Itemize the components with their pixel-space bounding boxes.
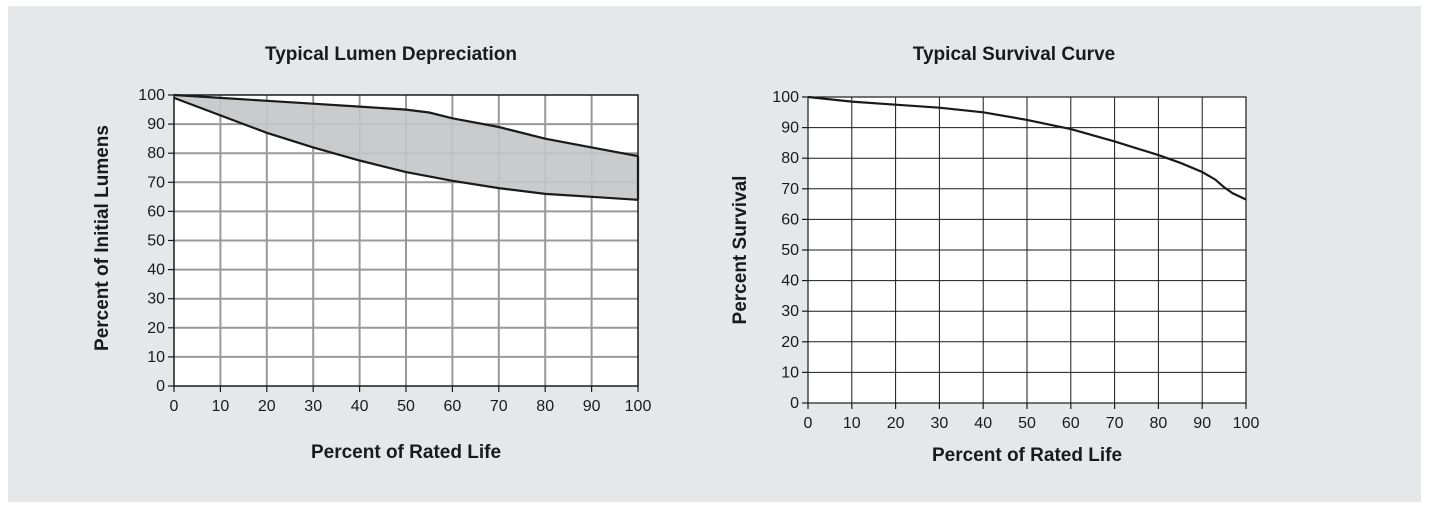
- survival-y-tick-label: 60: [781, 211, 799, 228]
- lumen-x-tick-label: 20: [258, 398, 276, 415]
- survival-y-tick-label: 30: [781, 303, 799, 320]
- lumen-y-tick-label: 30: [147, 291, 165, 308]
- lumen-y-tick-label: 80: [147, 145, 165, 162]
- lumen-x-axis-label: Percent of Rated Life: [311, 442, 501, 463]
- lumen-y-tick-label: 90: [147, 116, 165, 133]
- lumen-lower-curve: [173, 96, 639, 201]
- lumen-y-axis-label: Percent of Initial Lumens: [92, 125, 113, 351]
- survival-y-tick-label: 50: [781, 242, 799, 259]
- survival-x-tick-label: 40: [974, 415, 992, 432]
- survival-y-axis-label: Percent Survival: [730, 176, 751, 325]
- survival-chart-title: Typical Survival Curve: [913, 44, 1115, 65]
- survival-y-tick-label: 10: [781, 364, 799, 381]
- survival-x-axis-label: Percent of Rated Life: [932, 445, 1122, 466]
- lumen-y-tick-label: 10: [147, 349, 165, 366]
- charts-svg: Typical Lumen Depreciation 0 10 20 30 40 50 60…: [92, 44, 1259, 466]
- survival-x-tick-label: 50: [1018, 415, 1036, 432]
- survival-x-tick-label: 60: [1062, 415, 1080, 432]
- lumen-x-tick-label: 0: [170, 398, 179, 415]
- lumen-y-tick-label: 0: [156, 378, 165, 395]
- lumen-upper-curve: [173, 93, 639, 158]
- lumen-x-tick-label: 10: [212, 398, 230, 415]
- lumen-x-tick-label: 70: [490, 398, 508, 415]
- survival-x-tick-label: 0: [804, 415, 813, 432]
- lumen-y-tick-label: 60: [147, 203, 165, 220]
- lumen-axis-ticks: 0 10 20 30 40 50 60 70 80 90 100 0 10 20 30 40 50 60 70 80 9…: [138, 87, 651, 415]
- survival-x-tick-label: 20: [887, 415, 905, 432]
- survival-curve-line: [807, 95, 1247, 201]
- survival-curve-chart: Typical Survival Curve 0 10 20 30 40 50 60 70 80…: [730, 44, 1259, 466]
- survival-axis-ticks: 0 10 20 30 40 50 60 70 80 90 100 0 10 20 30 40 50 60 70 80 9…: [772, 89, 1259, 432]
- charts-panel: Typical Lumen Depreciation 0 10 20 30 40 50 60…: [8, 6, 1421, 502]
- lumen-x-tick-label: 60: [444, 398, 462, 415]
- survival-y-tick-label: 20: [781, 334, 799, 351]
- lumen-y-tick-label: 20: [147, 320, 165, 337]
- lumen-y-tick-label: 50: [147, 233, 165, 250]
- lumen-depreciation-chart: Typical Lumen Depreciation 0 10 20 30 40 50 60…: [92, 44, 651, 463]
- lumen-y-tick-label: 40: [147, 262, 165, 279]
- survival-x-tick-label: 100: [1233, 415, 1260, 432]
- lumen-chart-title: Typical Lumen Depreciation: [265, 44, 517, 65]
- survival-x-tick-label: 10: [843, 415, 861, 432]
- survival-y-tick-label: 40: [781, 273, 799, 290]
- lumen-y-tick-label: 100: [138, 87, 165, 104]
- survival-x-tick-label: 80: [1150, 415, 1168, 432]
- lumen-x-tick-label: 100: [625, 398, 652, 415]
- survival-y-tick-label: 80: [781, 150, 799, 167]
- survival-y-tick-label: 100: [772, 89, 799, 106]
- lumen-x-tick-label: 40: [351, 398, 369, 415]
- survival-y-tick-label: 0: [790, 395, 799, 412]
- lumen-y-tick-label: 70: [147, 174, 165, 191]
- lumen-range-fill: [174, 95, 638, 200]
- survival-x-tick-label: 30: [931, 415, 949, 432]
- survival-x-tick-label: 70: [1106, 415, 1124, 432]
- survival-y-tick-label: 70: [781, 181, 799, 198]
- survival-grid: [808, 97, 1246, 403]
- lumen-x-tick-label: 50: [397, 398, 415, 415]
- survival-x-tick-label: 90: [1193, 415, 1211, 432]
- lumen-x-tick-label: 80: [536, 398, 554, 415]
- lumen-x-tick-label: 90: [583, 398, 601, 415]
- lumen-x-tick-label: 30: [304, 398, 322, 415]
- survival-y-tick-label: 90: [781, 120, 799, 137]
